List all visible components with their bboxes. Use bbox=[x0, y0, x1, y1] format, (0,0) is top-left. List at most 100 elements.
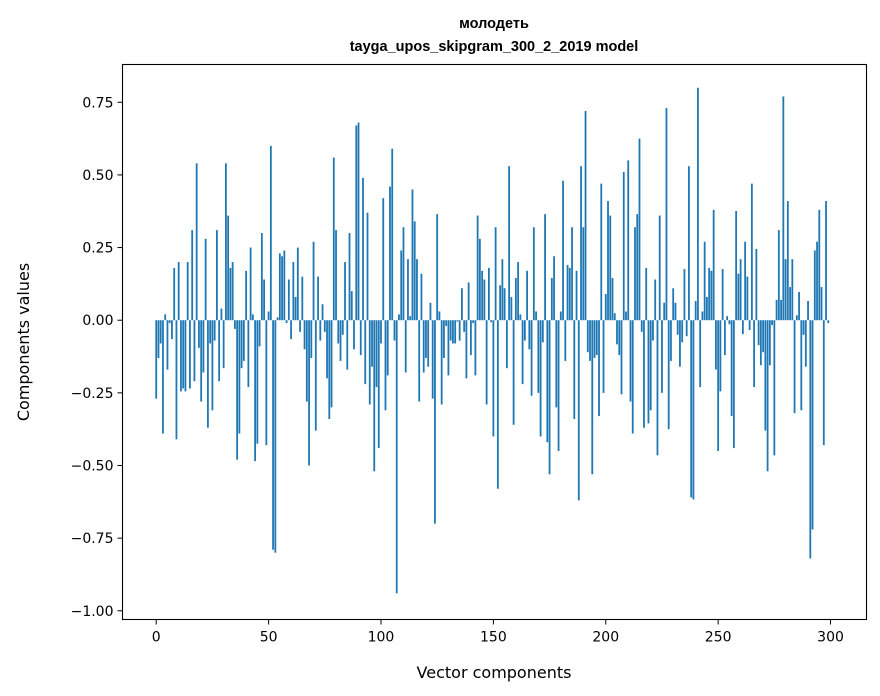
bar-component-281 bbox=[786, 201, 789, 321]
bar-component-77 bbox=[328, 320, 331, 420]
bar-component-141 bbox=[472, 320, 475, 324]
bar-component-28 bbox=[218, 320, 221, 382]
y-tick-label: −0.25 bbox=[71, 386, 114, 402]
bar-component-149 bbox=[490, 320, 493, 323]
bar-component-82 bbox=[339, 320, 342, 361]
bar-component-193 bbox=[589, 320, 591, 361]
bar-component-95 bbox=[368, 320, 371, 405]
bar-component-186 bbox=[573, 320, 576, 420]
bar-component-239 bbox=[692, 320, 695, 500]
bar-component-51 bbox=[269, 145, 272, 321]
bar-component-56 bbox=[281, 256, 283, 321]
bar-component-136 bbox=[461, 288, 463, 321]
bar-component-150 bbox=[492, 320, 495, 437]
bar-component-255 bbox=[728, 320, 731, 325]
chart-subtitle: tayga_upos_skipgram_300_2_2019 model bbox=[350, 39, 639, 55]
bar-component-272 bbox=[766, 320, 769, 472]
bar-component-90 bbox=[357, 122, 360, 321]
bar-component-171 bbox=[539, 320, 542, 437]
bar-component-18 bbox=[195, 163, 198, 321]
bar-component-190 bbox=[582, 227, 585, 321]
bar-component-138 bbox=[465, 320, 468, 379]
bar-component-200 bbox=[604, 294, 607, 321]
bar-component-206 bbox=[618, 320, 621, 356]
bar-component-248 bbox=[712, 209, 715, 321]
bar-component-230 bbox=[672, 288, 675, 321]
bar-component-59 bbox=[287, 279, 290, 321]
bar-component-131 bbox=[449, 320, 452, 341]
bar-component-228 bbox=[667, 320, 670, 430]
bar-component-104 bbox=[389, 186, 391, 321]
bar-component-212 bbox=[631, 320, 634, 434]
bar-component-124 bbox=[434, 320, 436, 524]
bar-component-211 bbox=[629, 320, 632, 402]
bar-component-256 bbox=[730, 320, 733, 417]
bar-component-182 bbox=[564, 320, 567, 361]
bar-component-79 bbox=[332, 157, 335, 321]
bar-component-88 bbox=[353, 320, 355, 350]
bar-component-26 bbox=[213, 320, 216, 341]
bar-component-42 bbox=[249, 247, 252, 321]
y-tick-label: −0.75 bbox=[71, 531, 114, 547]
bar-component-144 bbox=[478, 238, 481, 321]
bar-component-155 bbox=[503, 288, 506, 321]
bar-component-170 bbox=[537, 320, 540, 393]
x-tick-label: 250 bbox=[705, 630, 732, 646]
bar-component-297 bbox=[822, 320, 825, 446]
bar-component-52 bbox=[272, 320, 274, 550]
bar-component-64 bbox=[299, 320, 301, 332]
bar-component-189 bbox=[580, 166, 582, 321]
bar-component-7 bbox=[171, 320, 173, 340]
bar-component-154 bbox=[501, 259, 504, 321]
bar-component-158 bbox=[510, 296, 513, 321]
bar-component-169 bbox=[535, 311, 537, 321]
bar-component-156 bbox=[505, 320, 508, 369]
bar-component-202 bbox=[609, 215, 612, 321]
bar-component-209 bbox=[625, 311, 627, 321]
bar-component-132 bbox=[452, 320, 454, 344]
bar-component-274 bbox=[771, 320, 773, 326]
bar-component-72 bbox=[317, 276, 319, 321]
bar-component-162 bbox=[519, 314, 522, 321]
bar-component-237 bbox=[688, 166, 690, 321]
bar-component-2 bbox=[159, 320, 162, 344]
bar-component-188 bbox=[577, 320, 580, 501]
bar-component-48 bbox=[263, 279, 266, 321]
bar-component-226 bbox=[663, 302, 666, 321]
bar-component-89 bbox=[355, 125, 358, 321]
bar-component-241 bbox=[697, 87, 699, 321]
bar-component-62 bbox=[294, 296, 297, 321]
bar-component-215 bbox=[638, 138, 641, 321]
bar-component-292 bbox=[811, 320, 814, 530]
bar-component-293 bbox=[813, 250, 816, 321]
bar-component-179 bbox=[557, 320, 560, 451]
bar-component-165 bbox=[526, 270, 528, 321]
bar-component-219 bbox=[647, 320, 650, 424]
bar-component-73 bbox=[319, 320, 322, 341]
bar-component-119 bbox=[422, 320, 425, 373]
bar-component-191 bbox=[584, 110, 587, 321]
bar-component-166 bbox=[528, 320, 531, 350]
bar-component-127 bbox=[440, 320, 443, 405]
bar-component-25 bbox=[211, 320, 214, 411]
bar-component-143 bbox=[476, 215, 479, 321]
bar-component-34 bbox=[231, 262, 234, 321]
bar-component-238 bbox=[690, 320, 693, 498]
bar-component-31 bbox=[224, 163, 227, 321]
bar-component-234 bbox=[681, 320, 684, 343]
bar-component-173 bbox=[544, 214, 546, 321]
bar-component-32 bbox=[227, 215, 230, 321]
bar-component-13 bbox=[184, 320, 187, 392]
bar-component-240 bbox=[694, 301, 697, 321]
bar-component-58 bbox=[285, 320, 288, 324]
bar-component-208 bbox=[622, 172, 625, 321]
bar-component-263 bbox=[746, 276, 749, 321]
bar-component-9 bbox=[175, 320, 178, 440]
bar-component-276 bbox=[775, 299, 778, 321]
bar-component-35 bbox=[233, 320, 236, 329]
bar-component-39 bbox=[242, 320, 245, 361]
bar-component-33 bbox=[229, 267, 232, 321]
bar-component-203 bbox=[611, 278, 614, 321]
bar-component-264 bbox=[748, 320, 751, 331]
